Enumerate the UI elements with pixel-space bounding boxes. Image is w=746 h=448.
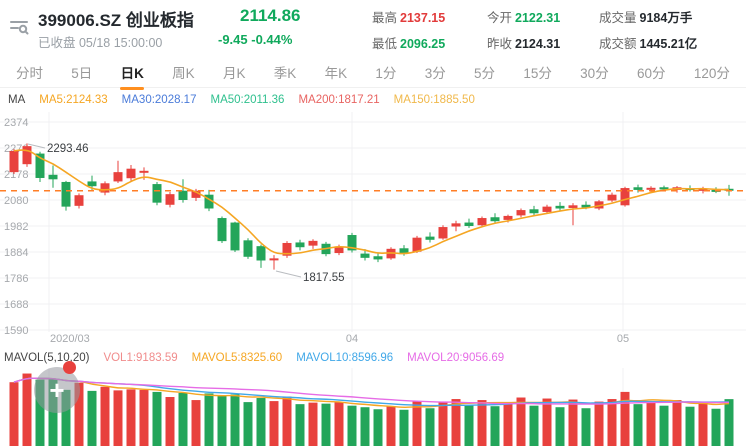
stat-成交额: 成交额 1445.21亿 — [599, 31, 697, 57]
last-price: 2114.86 — [240, 6, 301, 25]
candlestick-group — [9, 143, 734, 270]
stat-今开: 今开 2122.31 — [487, 5, 599, 31]
legend-item: MAVOL(5,10,20) — [4, 352, 90, 364]
list-search-icon[interactable] — [7, 15, 31, 39]
quote-stats-grid: 最高 2137.15 今开 2122.31 成交量 9184万手 最低 2096.25 昨收 21… — [372, 5, 742, 57]
stat-value: 2137.15 — [400, 11, 446, 25]
legend-item: MAVOL20:9056.69 — [407, 352, 505, 364]
tab-5日[interactable]: 5日 — [71, 65, 93, 81]
stat-value: 9184万手 — [639, 11, 693, 25]
stat-label: 成交额 — [599, 37, 637, 51]
stat-label: 最高 — [372, 11, 398, 25]
floating-assist-button[interactable]: + — [34, 367, 80, 413]
tab-月K[interactable]: 月K — [222, 65, 246, 81]
legend-item: MA50:2011.36 — [210, 94, 285, 106]
tab-日K[interactable]: 日K — [119, 58, 146, 86]
tab-年K[interactable]: 年K — [324, 65, 348, 81]
quote-header: 399006.SZ 创业板指 2114.86 已收盘 05/18 15:00:0… — [0, 0, 746, 56]
tab-1分[interactable]: 1分 — [375, 65, 397, 81]
plus-icon: + — [49, 374, 65, 405]
stat-label: 成交量 — [599, 11, 637, 25]
tab-季K[interactable]: 季K — [273, 65, 297, 81]
stat-成交量: 成交量 9184万手 — [599, 5, 692, 31]
price-annotation: 1817.55 — [303, 272, 345, 284]
stat-row: 最低 2096.25 昨收 2124.31 成交额 1445.21亿 — [372, 31, 742, 57]
stat-最高: 最高 2137.15 — [372, 5, 487, 31]
price-annotation: 2293.46 — [47, 143, 89, 155]
stat-value: 1445.21亿 — [639, 37, 698, 51]
price-change: -9.45 -0.44% — [218, 32, 293, 47]
tab-5分[interactable]: 5分 — [474, 65, 496, 81]
mavol-line-MAVOL20 — [13, 377, 730, 405]
stat-label: 今开 — [487, 11, 513, 25]
stat-label: 昨收 — [487, 37, 513, 51]
ma-line-MA5 — [13, 149, 730, 255]
y-axis-label: 1786 — [4, 273, 28, 285]
legend-item: MAVOL10:8596.96 — [296, 352, 394, 364]
tab-30分[interactable]: 30分 — [580, 65, 609, 81]
tab-分时[interactable]: 分时 — [16, 65, 43, 81]
stat-昨收: 昨收 2124.31 — [487, 31, 599, 57]
period-tab-bar: 分时 5日 日K 周K 月K 季K 年K 1分 3分 5分 15分 30分 60分 120分 — [0, 56, 746, 88]
x-axis-label: 05 — [617, 333, 629, 345]
symbol-title: 399006.SZ 创业板指 — [38, 11, 194, 30]
y-axis-label: 1688 — [4, 299, 28, 311]
legend-item: MA150:1885.50 — [393, 94, 475, 106]
x-axis-label: 04 — [346, 333, 358, 345]
tab-15分[interactable]: 15分 — [523, 65, 552, 81]
legend-item: MAVOL5:8325.60 — [191, 352, 283, 364]
ma-legend-row: MA MA5:2124.33 MA30:2028.17 MA50:2011.36 MA2… — [8, 94, 489, 106]
stat-row: 最高 2137.15 今开 2122.31 成交量 9184万手 — [372, 5, 742, 31]
tab-3分[interactable]: 3分 — [424, 65, 446, 81]
stat-value: 2122.31 — [515, 11, 561, 25]
y-axis-label: 1590 — [4, 325, 28, 337]
legend-item: MA5:2124.33 — [39, 94, 108, 106]
stat-最低: 最低 2096.25 — [372, 31, 487, 57]
y-axis-label: 2080 — [4, 195, 28, 207]
x-axis-label: 2020/03 — [50, 333, 90, 345]
legend-item: MA200:1817.21 — [298, 94, 380, 106]
y-axis-label: 2374 — [4, 117, 28, 129]
tab-120分[interactable]: 120分 — [693, 65, 730, 81]
legend-item: VOL1:9183.59 — [103, 352, 178, 364]
mavol-legend-row: MAVOL(5,10,20) VOL1:9183.59 MAVOL5:8325.60… — [4, 352, 518, 364]
tab-60分[interactable]: 60分 — [637, 65, 666, 81]
stat-value: 2124.31 — [515, 37, 561, 51]
stat-label: 最低 — [372, 37, 398, 51]
y-axis-label: 1884 — [4, 247, 28, 259]
stat-value: 2096.25 — [400, 37, 446, 51]
y-axis-label: 1982 — [4, 221, 28, 233]
record-dot-icon — [63, 361, 76, 374]
volume-bar-group — [9, 373, 734, 446]
legend-item: MA30:2028.17 — [121, 94, 197, 106]
legend-item: MA — [8, 94, 26, 106]
market-status-timestamp: 已收盘 05/18 15:00:00 — [38, 36, 163, 50]
tab-周K[interactable]: 周K — [172, 65, 195, 81]
